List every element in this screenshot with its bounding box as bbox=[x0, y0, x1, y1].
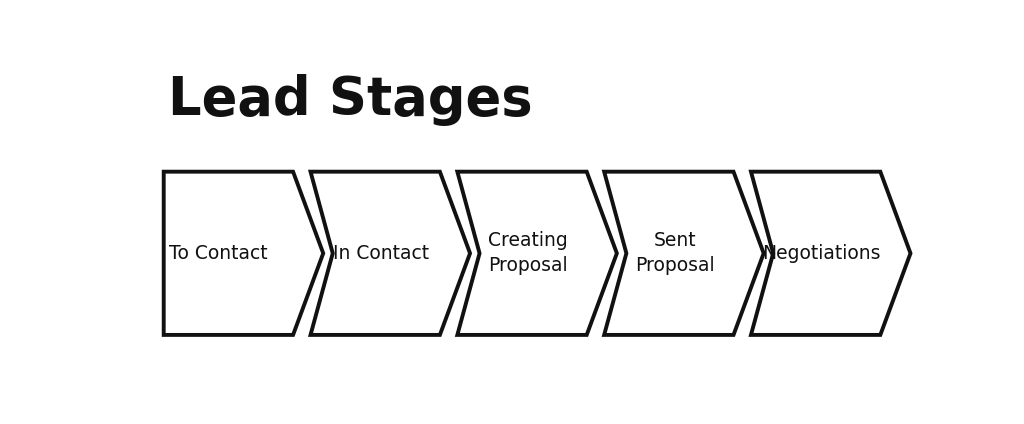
Text: Sent
Proposal: Sent Proposal bbox=[635, 232, 715, 275]
Polygon shape bbox=[604, 172, 764, 335]
Polygon shape bbox=[751, 172, 910, 335]
Text: To Contact: To Contact bbox=[169, 244, 267, 263]
Polygon shape bbox=[164, 172, 324, 335]
Polygon shape bbox=[458, 172, 616, 335]
Text: Lead Stages: Lead Stages bbox=[168, 74, 532, 126]
Text: Negotiations: Negotiations bbox=[762, 244, 881, 263]
Text: In Contact: In Contact bbox=[333, 244, 429, 263]
Polygon shape bbox=[310, 172, 470, 335]
Text: Creating
Proposal: Creating Proposal bbox=[487, 232, 567, 275]
